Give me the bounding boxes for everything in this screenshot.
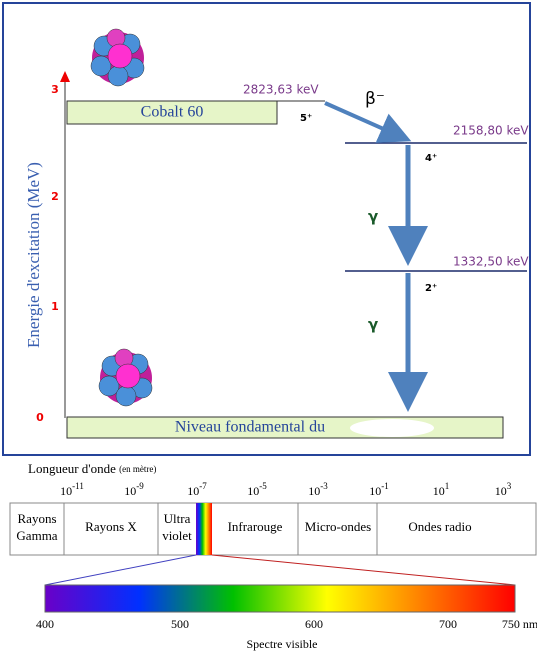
tick-label: 1 <box>51 300 59 313</box>
wavelength-label: 750 nm <box>502 617 537 631</box>
band-label: Rayons <box>18 511 57 526</box>
power-label: 10-7 <box>187 481 207 498</box>
nucleus-icon <box>99 349 152 406</box>
level-energy: 2158,80 keV <box>453 124 529 138</box>
base: 10 <box>124 484 136 498</box>
level-energy: 2823,63 keV <box>243 83 319 97</box>
level-spin: 5⁺ <box>300 113 312 124</box>
base: 10 <box>433 484 445 498</box>
power-label: 10-9 <box>124 481 144 498</box>
band-label: violet <box>162 528 192 543</box>
base: 10 <box>247 484 259 498</box>
gamma-label: γ <box>368 208 378 226</box>
level-energy: 1332,50 keV <box>453 255 529 269</box>
base: 10 <box>495 484 507 498</box>
zoom-line <box>45 555 196 585</box>
base: 10 <box>60 484 72 498</box>
power-label: 10-5 <box>247 481 267 498</box>
band-label: Ultra <box>164 511 191 526</box>
band-label: Micro-ondes <box>305 519 371 534</box>
power-label: 10-1 <box>369 481 389 498</box>
exponent: -7 <box>199 481 207 491</box>
band-label: Gamma <box>16 528 57 543</box>
blur <box>350 419 434 437</box>
page: 3 2 1 0 Energie d'excitation (MeV) Cobal… <box>0 0 537 657</box>
level-spin: 2⁺ <box>425 283 437 294</box>
ground-label: Niveau fondamental du <box>175 419 325 436</box>
beta-label: β⁻ <box>365 89 385 109</box>
visible-strip <box>196 503 212 555</box>
axis-arrow <box>60 71 70 82</box>
parent-label: Cobalt 60 <box>141 104 204 121</box>
zoom-line <box>212 555 515 585</box>
wavelength-label: 700 <box>439 617 457 631</box>
power-label: 101 <box>433 481 450 498</box>
power-label: 103 <box>495 481 512 498</box>
exponent: -11 <box>72 481 84 491</box>
exponent: 1 <box>445 481 450 491</box>
visible-spectrum <box>45 585 515 612</box>
spectrum-title: Longueur d'onde (en mètre) <box>28 461 156 476</box>
wavelength-label: 600 <box>305 617 323 631</box>
axis-title: Energie d'excitation (MeV) <box>24 162 43 348</box>
exponent: 3 <box>507 481 512 491</box>
band-label: Infrarouge <box>228 519 283 534</box>
wavelength-label: 500 <box>171 617 189 631</box>
band-label: Rayons X <box>85 519 137 534</box>
visible-title: Spectre visible <box>247 637 318 651</box>
tick-label: 3 <box>51 83 59 96</box>
band-label: Ondes radio <box>408 519 471 534</box>
exponent: -5 <box>259 481 267 491</box>
wavelength-label: 400 <box>36 617 54 631</box>
power-label: 10-11 <box>60 481 84 498</box>
base: 10 <box>308 484 320 498</box>
nucleus-icon <box>91 29 144 86</box>
level-spin: 4⁺ <box>425 153 437 164</box>
unit: (en mètre) <box>119 464 156 474</box>
exponent: -1 <box>381 481 389 491</box>
power-label: 10-3 <box>308 481 328 498</box>
gamma-label: γ <box>368 316 378 334</box>
base: 10 <box>369 484 381 498</box>
tick-label: 0 <box>36 411 44 424</box>
base: 10 <box>187 484 199 498</box>
panel-border <box>3 3 530 455</box>
tick-label: 2 <box>51 190 59 203</box>
exponent: -9 <box>136 481 144 491</box>
exponent: -3 <box>320 481 328 491</box>
title: Longueur d'onde <box>28 461 116 476</box>
